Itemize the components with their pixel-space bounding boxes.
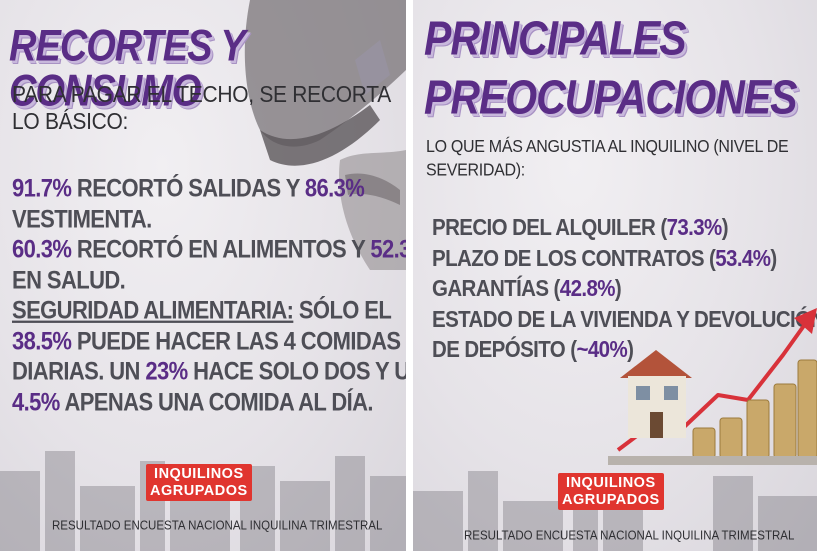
stat-text: RECORTÓ SALIDAS Y <box>71 173 305 203</box>
stat-line: DIARIAS. UN 23% HACE SOLO DOS Y UN <box>12 354 406 389</box>
concern-item: PRECIO DEL ALQUILER (73.3%) <box>432 211 817 246</box>
recortes-panel: RECORTES Y CONSUMO PARA PAGAR EL TECHO, … <box>0 0 406 551</box>
stat-value: 38.5% <box>12 325 72 355</box>
stat-text: PUEDE HACER LAS 4 COMIDAS <box>71 325 401 355</box>
subtitle-line: LO BÁSICO: <box>12 108 129 135</box>
stat-line: 60.3% RECORTÓ EN ALIMENTOS Y 52.3% <box>12 232 406 267</box>
concerns-list: PRECIO DEL ALQUILER (73.3%) PLAZO DE LOS… <box>432 211 817 364</box>
page-title: RECORTES Y CONSUMO <box>9 21 245 117</box>
concern-text: ) <box>721 214 729 241</box>
concern-item: DE DEPÓSITO (~40%) <box>432 333 817 368</box>
arrow-head <box>794 308 817 334</box>
house-door <box>650 412 663 438</box>
logo-line: INQUILINOS <box>566 475 656 491</box>
title-line: PREOCUPACIONES <box>424 69 798 125</box>
inquilinos-agrupados-logo: INQUILINOS AGRUPADOS <box>558 473 664 510</box>
footer-caption: RESULTADO ENCUESTA NACIONAL INQUILINA TR… <box>464 529 795 543</box>
house-and-coins-illustration <box>608 308 817 465</box>
food-security-label: SEGURIDAD ALIMENTARIA: <box>12 295 294 325</box>
logo-line: INQUILINOS <box>154 466 244 482</box>
city-skyline <box>0 451 406 551</box>
preocupaciones-panel: PRINCIPALES PREOCUPACIONES LO QUE MÁS AN… <box>413 0 817 551</box>
stat-text: DIARIAS. UN <box>12 356 146 386</box>
concern-text: ) <box>770 244 777 272</box>
stat-text: SÓLO EL <box>293 295 392 325</box>
stat-line: 38.5% PUEDE HACER LAS 4 COMIDAS <box>12 324 406 359</box>
subtitle-line: LO QUE MÁS ANGUSTIA AL INQUILINO (NIVEL … <box>426 137 789 157</box>
concern-text: ) <box>614 275 622 302</box>
logo-line: AGRUPADOS <box>150 482 248 499</box>
concern-value: 53.4% <box>715 244 771 272</box>
footer-caption: RESULTADO ENCUESTA NACIONAL INQUILINA TR… <box>52 519 383 533</box>
title-line: PRINCIPALES <box>424 10 687 66</box>
house-window <box>664 386 678 400</box>
stat-value: 86.3% <box>304 173 365 203</box>
stat-line: EN SALUD. <box>12 263 406 298</box>
subtitle: PARA PAGAR EL TECHO, SE RECORTA LO BÁSIC… <box>12 82 391 135</box>
concern-text: PRECIO DEL ALQUILER ( <box>432 214 667 241</box>
concern-text: DE DEPÓSITO ( <box>432 336 577 363</box>
concern-value: 42.8% <box>559 275 616 302</box>
subtitle-line: PARA PAGAR EL TECHO, SE RECORTA <box>12 82 391 108</box>
subtitle: LO QUE MÁS ANGUSTIA AL INQUILINO (NIVEL … <box>426 135 789 182</box>
house-window <box>636 386 650 400</box>
concern-item: ESTADO DE LA VIVIENDA Y DEVOLUCIÓN <box>432 303 817 338</box>
city-skyline <box>413 471 817 551</box>
inquilinos-agrupados-logo: INQUILINOS AGRUPADOS <box>146 464 252 501</box>
concern-value: 73.3% <box>666 214 723 241</box>
panel-divider <box>406 0 413 551</box>
empty-wallet-photo <box>244 0 406 270</box>
logo-line: AGRUPADOS <box>562 491 660 508</box>
concern-text: GARANTÍAS ( <box>432 275 560 302</box>
stat-line: SEGURIDAD ALIMENTARIA: SÓLO EL <box>12 293 406 328</box>
concern-text: ) <box>627 336 634 363</box>
page-title: PRINCIPALES PREOCUPACIONES <box>424 10 798 125</box>
stat-text: RECORTÓ EN ALIMENTOS Y <box>71 234 371 264</box>
stat-line: 4.5% APENAS UNA COMIDA AL DÍA. <box>12 385 406 420</box>
stat-text: APENAS UNA COMIDA AL DÍA. <box>59 386 373 416</box>
stat-value: 23% <box>145 356 188 386</box>
stat-line: 91.7% RECORTÓ SALIDAS Y 86.3% <box>12 171 406 206</box>
concern-text: PLAZO DE LOS CONTRATOS ( <box>432 244 716 272</box>
concern-text: ESTADO DE LA VIVIENDA Y DEVOLUCIÓN <box>432 305 817 333</box>
stat-text: EN SALUD. <box>12 264 126 294</box>
concern-item: PLAZO DE LOS CONTRATOS (53.4%) <box>432 242 817 277</box>
concern-value: ~40% <box>576 336 628 363</box>
house-roof <box>620 350 692 378</box>
stat-text: VESTIMENTA. <box>12 203 152 233</box>
coin-stacks <box>692 359 817 459</box>
stat-value: 91.7% <box>12 173 72 203</box>
concern-item: GARANTÍAS (42.8%) <box>432 272 817 307</box>
stat-value: 60.3% <box>12 234 72 264</box>
stat-text: HACE SOLO DOS Y UN <box>187 356 406 386</box>
cuts-stats: 91.7% RECORTÓ SALIDAS Y 86.3% VESTIMENTA… <box>12 171 406 415</box>
subtitle-line: SEVERIDAD): <box>426 160 525 180</box>
stat-value: 52.3% <box>370 234 406 264</box>
stat-line: VESTIMENTA. <box>12 202 406 237</box>
stat-value: 4.5% <box>12 386 60 416</box>
